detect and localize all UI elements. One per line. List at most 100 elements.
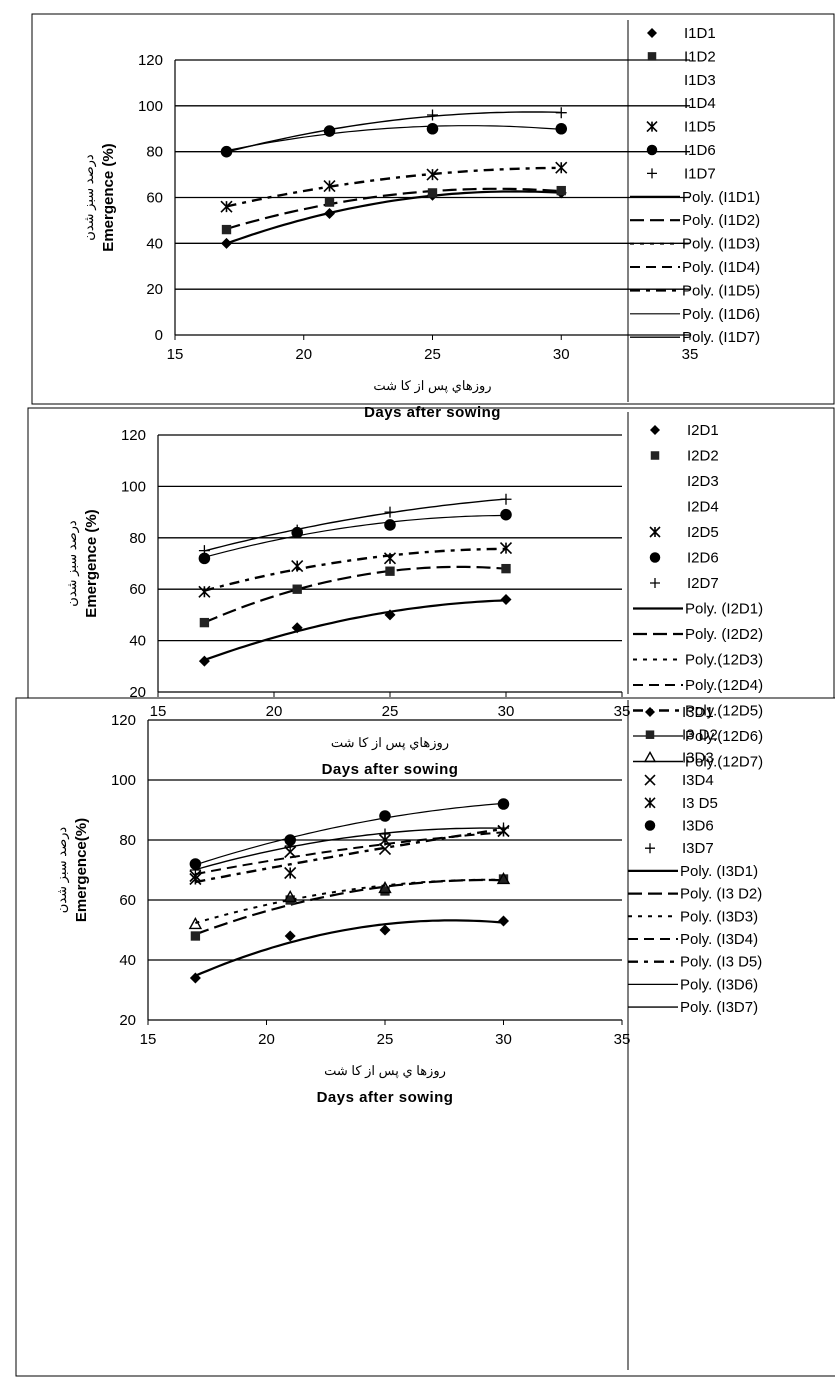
data-point [284, 930, 296, 942]
y-tick-label: 0 [155, 327, 163, 344]
trendline-i1d2 [226, 187, 562, 230]
legend-label: Poly. (I1D3) [682, 236, 760, 253]
legend-label: I2D2 [687, 448, 719, 465]
data-point [199, 617, 210, 628]
legend-marker [644, 774, 656, 786]
legend-label: I3D4 [682, 772, 714, 789]
data-point [220, 200, 233, 213]
y-axis-title: Emergence(%) [73, 818, 90, 922]
legend-label: Poly. (I1D7) [682, 329, 760, 346]
data-point [384, 609, 396, 621]
legend-label: Poly.(12D7) [685, 754, 763, 771]
data-point [498, 822, 509, 834]
data-point [324, 125, 335, 137]
y-tick-label: 40 [119, 952, 136, 969]
legend-marker [645, 707, 655, 717]
legend-marker [650, 425, 660, 435]
legend-label: Poly. (I3D4) [680, 931, 758, 948]
y-tick-label: 80 [146, 144, 163, 161]
panel-frame [31, 13, 835, 405]
data-point [323, 179, 336, 193]
data-point [291, 560, 304, 573]
y-tick-label: 100 [138, 98, 163, 115]
data-point [500, 508, 512, 521]
legend-marker [646, 121, 658, 133]
trendline-i1d7 [226, 111, 562, 153]
trendline-i2d6 [204, 514, 506, 558]
data-point [198, 552, 211, 565]
legend-label: I2D5 [687, 524, 719, 541]
data-point [283, 890, 297, 903]
legend-label: Poly. (I3 D2) [680, 886, 762, 903]
legend-label: I2D6 [687, 550, 719, 567]
data-point [427, 188, 438, 198]
data-point [426, 122, 439, 135]
data-point [284, 845, 297, 859]
data-point [284, 834, 296, 846]
legend-label: I3D7 [682, 840, 714, 857]
data-point [291, 622, 303, 634]
data-point [555, 122, 568, 135]
data-point [284, 840, 296, 852]
trendline-i3d3 [195, 878, 504, 924]
trendline-i2d1 [204, 599, 507, 661]
legend-label: I2D4 [687, 499, 719, 516]
y-tick-label: 80 [129, 530, 146, 547]
y-axis-title: Emergence (%) [83, 509, 100, 617]
trendline-i1d6 [226, 125, 562, 152]
legend-label: I3D6 [682, 818, 714, 835]
legend-marker [647, 28, 657, 38]
legend-label: I1D5 [684, 119, 716, 136]
data-point [378, 881, 392, 894]
data-point [221, 146, 232, 158]
y-axis-title: Emergence (%) [100, 143, 117, 251]
y-tick-label: 60 [146, 190, 163, 207]
data-point [189, 864, 201, 876]
x-axis-title: Days after sowing [364, 404, 501, 421]
data-point [380, 886, 390, 896]
data-point [499, 542, 513, 555]
trendline-i3d7 [195, 827, 504, 871]
data-point [198, 585, 211, 598]
x-tick-label: 15 [140, 1031, 157, 1048]
data-point [427, 109, 438, 121]
y-axis-title-fa: درصد سبز شدن [81, 154, 97, 241]
x-tick-label: 35 [682, 346, 699, 363]
y-tick-label: 40 [129, 633, 146, 650]
legend-marker [649, 552, 661, 563]
x-tick-label: 20 [266, 703, 283, 720]
y-tick-label: 20 [119, 1012, 136, 1029]
data-point [198, 655, 210, 667]
legend-label: I1D1 [684, 25, 716, 42]
x-tick-label: 30 [498, 703, 515, 720]
data-point [384, 519, 396, 531]
legend-marker [644, 797, 656, 809]
x-axis-title-fa: روزهاي پس از كا شت [331, 735, 449, 751]
legend-label: Poly. (I3D6) [680, 976, 758, 993]
legend-label: Poly. (I1D2) [682, 212, 760, 229]
y-tick-label: 120 [111, 712, 136, 729]
data-point [189, 972, 201, 984]
data-point [324, 208, 335, 220]
legend-label: Poly.(12D5) [685, 703, 763, 720]
data-point [556, 185, 566, 196]
data-point [384, 506, 396, 518]
legend-label: Poly. (I1D1) [682, 189, 760, 206]
legend-marker [647, 52, 657, 61]
data-point [198, 545, 210, 557]
data-point [497, 798, 510, 810]
trendline-i2d7 [204, 498, 507, 552]
data-point [555, 107, 567, 119]
data-point [426, 168, 439, 181]
data-point [324, 197, 335, 207]
legend-marker [650, 451, 660, 460]
x-tick-label: 35 [614, 703, 631, 720]
legend-label: Poly. (I3D1) [680, 863, 758, 880]
legend-label: Poly. (I1D5) [682, 282, 760, 299]
legend-label: I3 D5 [682, 795, 718, 812]
data-point [221, 237, 232, 249]
data-point [501, 563, 511, 574]
